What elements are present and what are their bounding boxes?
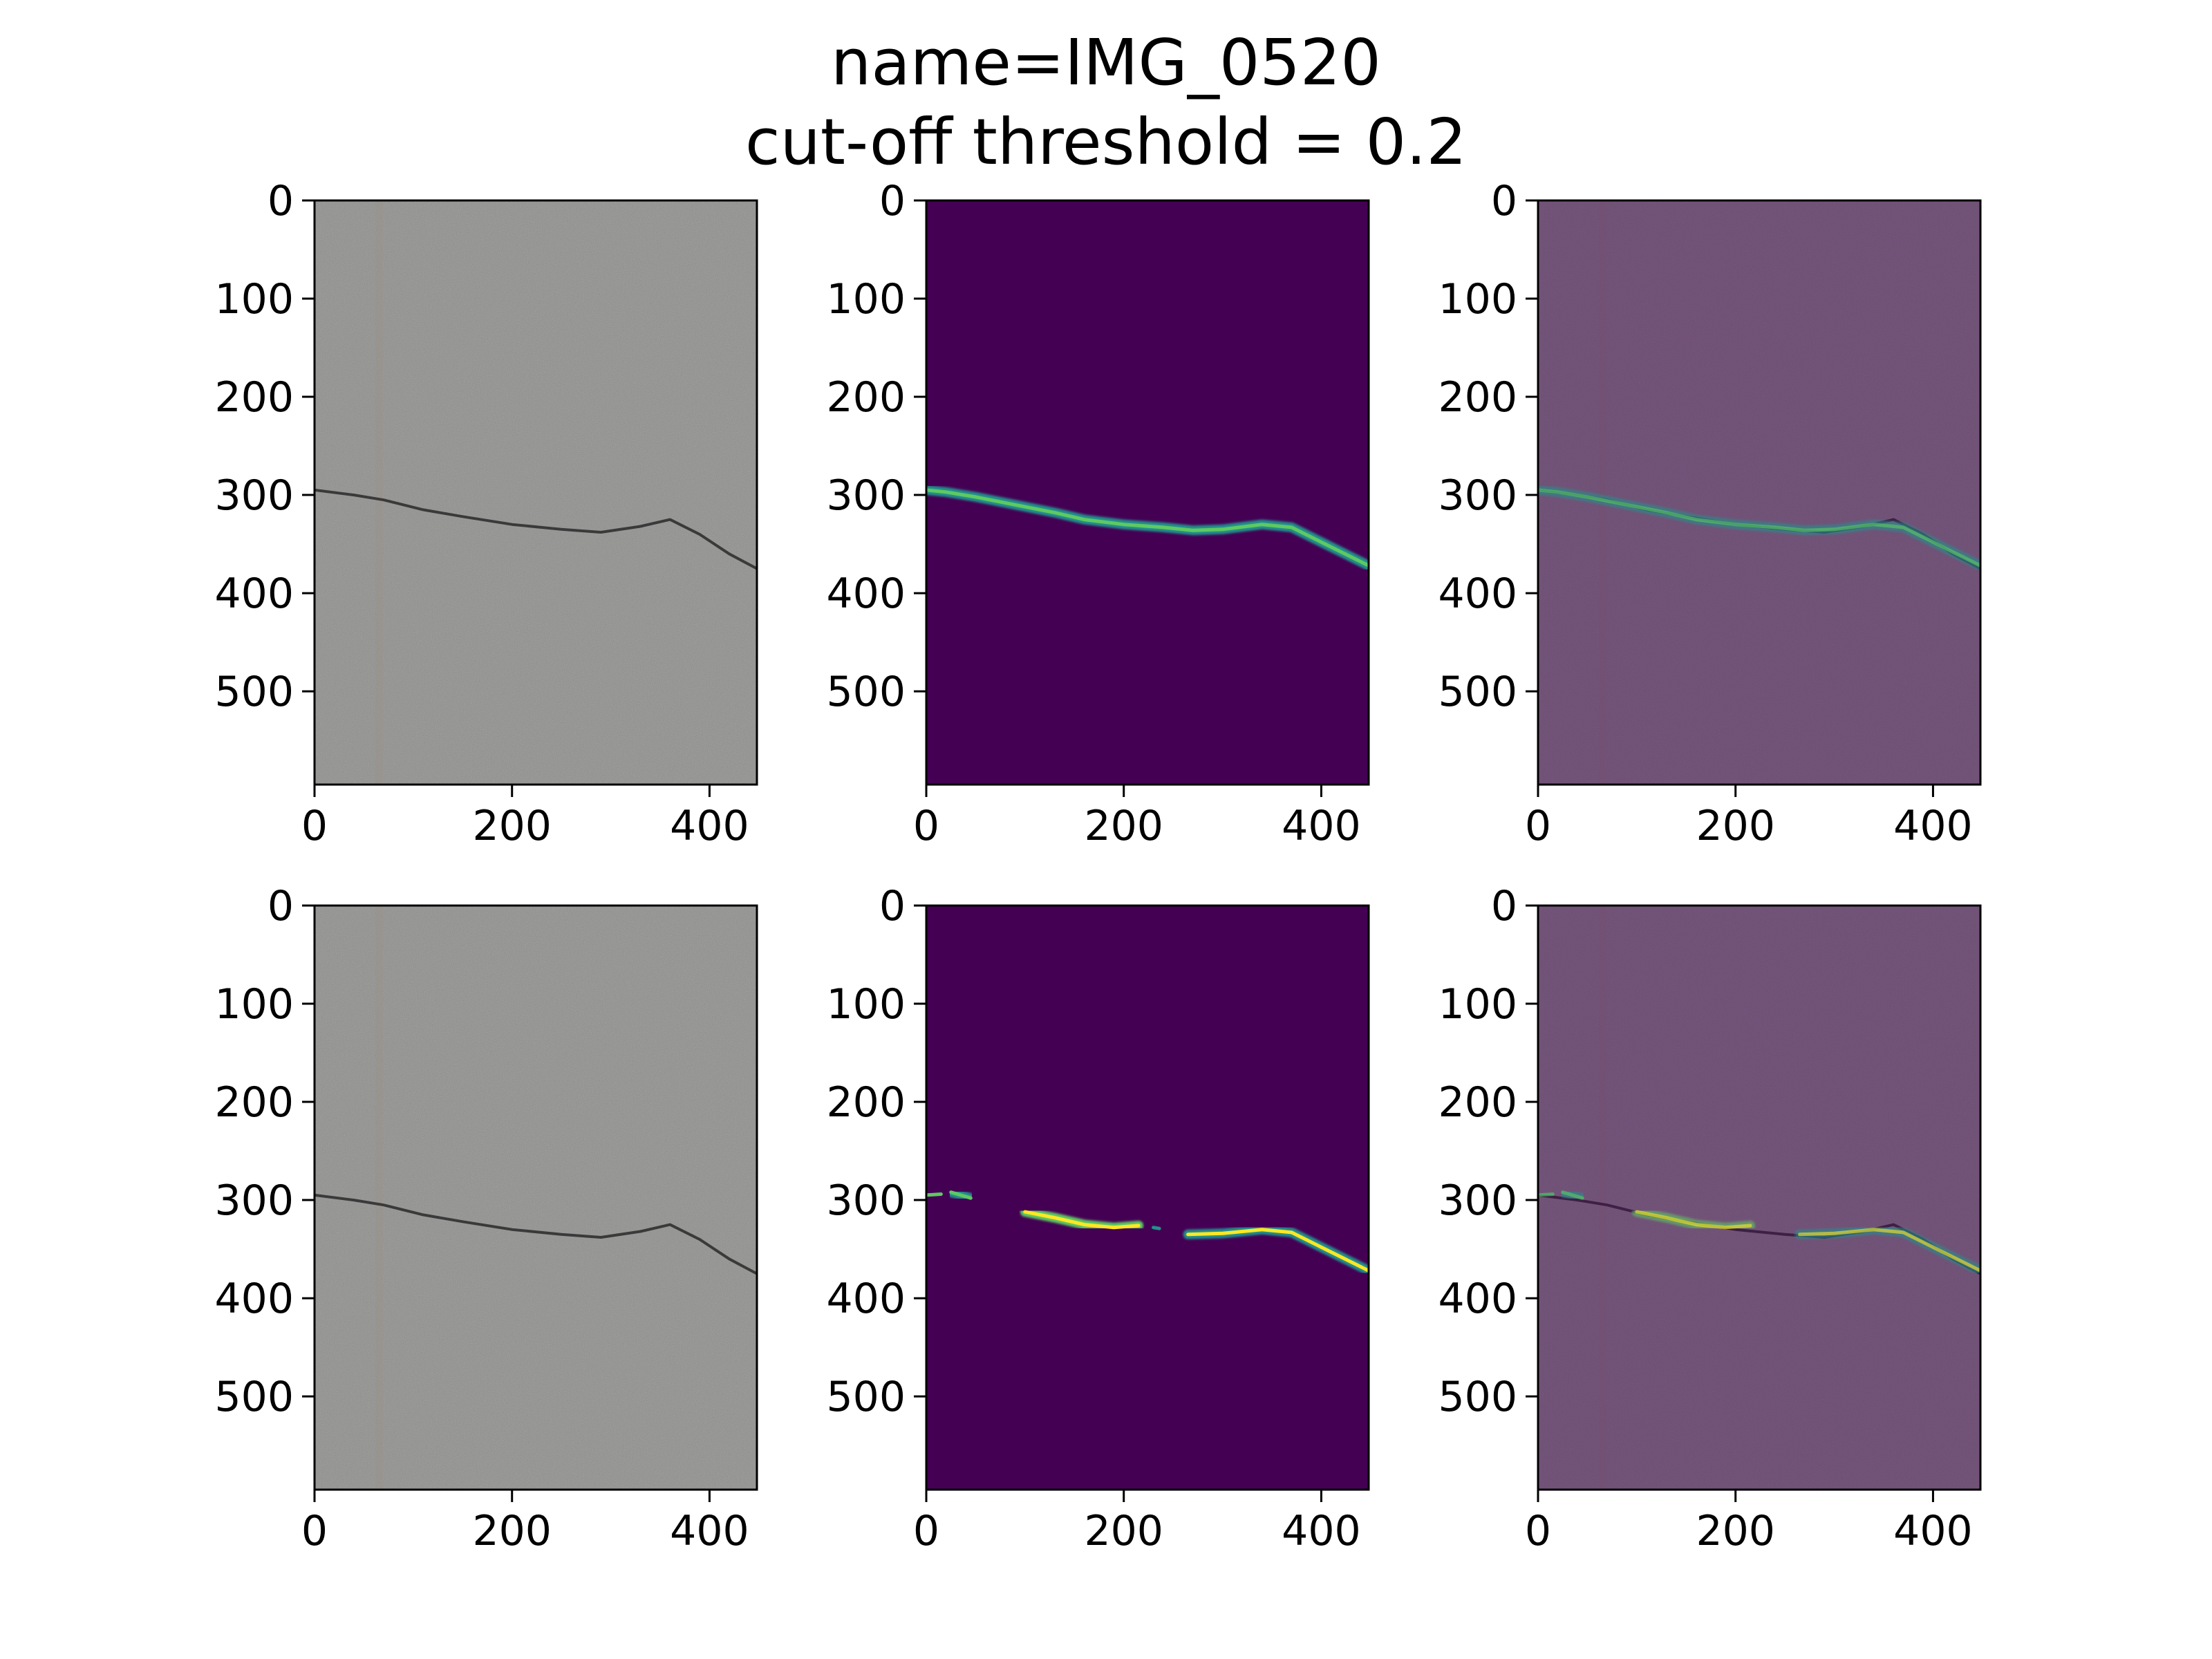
figure-title-line-2: cut-off threshold = 0.2	[745, 105, 1467, 179]
y-tick-label: 400	[214, 1275, 294, 1323]
figure-title-line-1: name=IMG_0520	[831, 26, 1381, 100]
x-tick-label: 400	[1893, 802, 1973, 850]
y-tick-label: 100	[214, 275, 294, 324]
panel-overlay-row1: 0 200 400 0 100 200 300 400 500	[1438, 177, 1982, 850]
prediction-background	[926, 906, 1369, 1490]
y-tick-label: 200	[1438, 373, 1517, 422]
y-tick-label: 0	[268, 177, 294, 225]
x-tick-label: 400	[1282, 1507, 1361, 1555]
crack-mask-core-4	[1186, 1228, 1369, 1273]
y-tick-label: 400	[214, 570, 294, 618]
axes-frame	[1537, 904, 1982, 1491]
crack-mask-core-0	[1538, 488, 1980, 568]
x-tick-label: 200	[472, 802, 552, 850]
axes-frame	[313, 904, 758, 1491]
x-tick-label: 200	[472, 1507, 552, 1555]
crack-mask-core-0	[926, 1192, 943, 1197]
crack-mask-core-0	[926, 488, 1369, 568]
y-tick-label: 200	[1438, 1078, 1517, 1127]
x-tick-label: 0	[1525, 1507, 1551, 1555]
axes-frame	[925, 904, 1370, 1491]
crack-mask-core-1	[1561, 1190, 1584, 1200]
x-tick-label: 0	[913, 1507, 939, 1555]
panel-original-row2: 0 200 400 0 100 200 300 400 500	[214, 882, 758, 1555]
concrete-texture	[315, 200, 757, 785]
crack-mask-core-2	[1635, 1210, 1752, 1230]
x-tick-label: 0	[301, 802, 328, 850]
x-tick-label: 400	[670, 802, 749, 850]
y-tick-label: 0	[268, 882, 294, 930]
y-tick-label: 0	[1491, 177, 1517, 225]
y-tick-label: 400	[1438, 570, 1517, 618]
x-tick-label: 400	[1893, 1507, 1973, 1555]
concrete-texture	[315, 906, 757, 1490]
mask-overlay-tint	[1538, 906, 1980, 1490]
y-tick-label: 500	[1438, 1373, 1517, 1421]
y-tick-label: 100	[214, 980, 294, 1029]
y-tick-label: 300	[1438, 1177, 1517, 1225]
rust-streak	[1599, 200, 1606, 785]
y-tick-label: 500	[214, 1373, 294, 1421]
rust-streak	[1599, 906, 1606, 1490]
y-tick-label: 0	[1491, 882, 1517, 930]
x-tick-label: 0	[301, 1507, 328, 1555]
concrete-texture	[1538, 200, 1980, 785]
crack-mask-core-1	[949, 1190, 973, 1200]
y-tick-label: 0	[879, 177, 906, 225]
x-tick-label: 400	[1282, 802, 1361, 850]
rust-streak	[375, 906, 383, 1490]
y-tick-label: 200	[826, 373, 906, 422]
x-tick-label: 200	[1696, 802, 1775, 850]
x-tick-label: 0	[1525, 802, 1551, 850]
y-tick-label: 500	[826, 668, 906, 716]
mask-overlay-tint	[1538, 200, 1980, 785]
y-tick-label: 200	[214, 373, 294, 422]
rust-streak	[375, 200, 383, 785]
x-tick-label: 200	[1696, 1507, 1775, 1555]
y-tick-label: 100	[1438, 275, 1517, 324]
panel-original-row1: 0 200 400 0 100 200 300 400 500	[214, 177, 758, 850]
prediction-background	[926, 200, 1369, 785]
y-tick-label: 300	[1438, 471, 1517, 520]
y-tick-label: 500	[826, 1373, 906, 1421]
crack-mask-core-3	[1798, 1228, 1980, 1273]
y-tick-label: 300	[214, 471, 294, 520]
x-tick-label: 200	[1084, 802, 1163, 850]
y-tick-label: 300	[826, 471, 906, 520]
y-tick-label: 400	[1438, 1275, 1517, 1323]
y-tick-label: 500	[214, 668, 294, 716]
y-tick-label: 400	[826, 1275, 906, 1323]
y-tick-label: 300	[826, 1177, 906, 1225]
y-tick-label: 200	[214, 1078, 294, 1127]
y-tick-label: 500	[1438, 668, 1517, 716]
y-tick-label: 100	[826, 980, 906, 1029]
crack-line	[315, 1193, 757, 1275]
axes-frame	[313, 199, 758, 786]
x-tick-label: 400	[670, 1507, 749, 1555]
y-tick-label: 100	[1438, 980, 1517, 1029]
panel-overlay-row2: 0 200 400 0 100 200 300 400 500	[1438, 882, 1982, 1555]
axes-frame	[925, 199, 1370, 786]
y-tick-label: 100	[826, 275, 906, 324]
crack-mask-core-0	[1538, 1192, 1555, 1197]
axes-frame	[1537, 199, 1982, 786]
x-tick-label: 0	[913, 802, 939, 850]
panel-prediction-row2: 0 200 400 0 100 200 300 400 500	[826, 882, 1370, 1555]
x-tick-label: 200	[1084, 1507, 1163, 1555]
y-tick-label: 400	[826, 570, 906, 618]
y-tick-label: 300	[214, 1177, 294, 1225]
concrete-texture	[1538, 906, 1980, 1490]
crack-line	[315, 488, 757, 570]
crack-mask-core-2	[1023, 1210, 1141, 1230]
y-tick-label: 200	[826, 1078, 906, 1127]
panel-prediction-row1: 0 200 400 0 100 200 300 400 500	[826, 177, 1370, 850]
y-tick-label: 0	[879, 882, 906, 930]
